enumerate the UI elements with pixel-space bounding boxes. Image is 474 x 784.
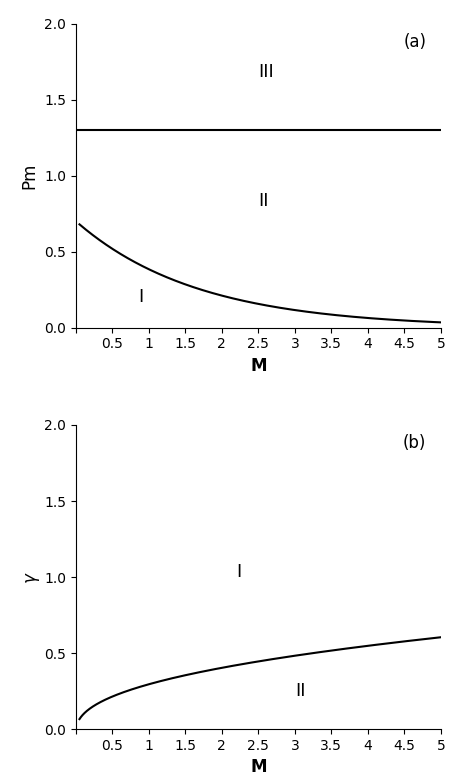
Text: (b): (b) bbox=[403, 434, 426, 452]
Text: (a): (a) bbox=[403, 33, 426, 51]
X-axis label: M: M bbox=[250, 357, 266, 375]
X-axis label: M: M bbox=[250, 758, 266, 776]
Text: I: I bbox=[138, 288, 143, 306]
Text: II: II bbox=[258, 192, 269, 210]
Y-axis label: Pm: Pm bbox=[20, 162, 38, 189]
Text: III: III bbox=[258, 63, 274, 81]
Text: II: II bbox=[295, 681, 305, 699]
Text: I: I bbox=[237, 563, 242, 581]
Y-axis label: γ: γ bbox=[20, 572, 38, 582]
